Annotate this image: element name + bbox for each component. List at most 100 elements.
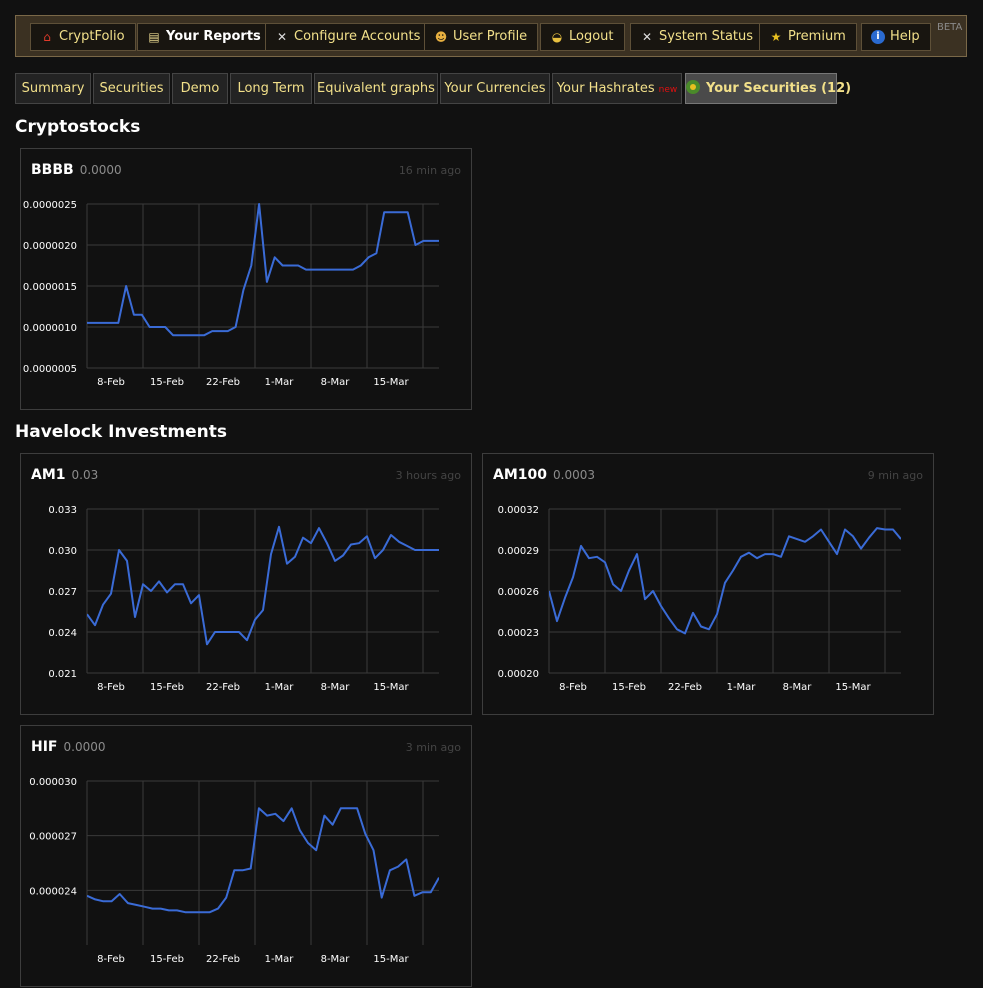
y-tick-label: 0.033 — [48, 505, 77, 516]
star-icon: ★ — [770, 30, 782, 44]
series-line — [87, 203, 439, 337]
last-updated: 3 min ago — [405, 741, 461, 754]
x-tick-label: 22-Feb — [206, 377, 240, 388]
security-name-label: HIF — [31, 739, 58, 755]
y-tick-label: 0.024 — [48, 628, 77, 639]
logout-icon: ◒ — [551, 30, 563, 44]
nav-configure-accounts-button[interactable]: ✕ Configure Accounts — [265, 23, 432, 51]
y-tick-label: 0.000027 — [29, 832, 77, 843]
info-icon: i — [871, 30, 885, 44]
nav-user-profile-label: User Profile — [453, 29, 528, 44]
nav-premium-button[interactable]: ★ Premium — [759, 23, 857, 51]
nav-configure-accounts-label: Configure Accounts — [294, 29, 421, 44]
y-tick-label: 0.00026 — [498, 587, 539, 598]
nav-system-status-label: System Status — [659, 29, 754, 44]
y-tick-label: 0.000024 — [29, 886, 77, 897]
x-tick-label: 8-Feb — [97, 954, 125, 965]
nav-system-status-button[interactable]: ✕ System Status — [630, 23, 765, 51]
tab-equivalent-graphs[interactable]: Equivalent graphs — [314, 73, 438, 104]
security-chart-panel: AM100 0.0003 9 min ago 0.00032 0.00029 0.00… — [482, 453, 934, 715]
x-tick-label: 1-Mar — [265, 954, 295, 965]
price-line-chart: 0.000030 0.000027 0.000024 8-Feb 15-Feb 22-Fe… — [29, 777, 439, 965]
x-tick-label: 8-Feb — [559, 682, 587, 693]
new-badge: new — [658, 85, 678, 95]
x-tick-label: 22-Feb — [668, 682, 702, 693]
x-tick-label: 8-Mar — [321, 682, 351, 693]
price-line-chart: 0.0000025 0.0000020 0.0000015 0.0000010 0.00… — [23, 200, 439, 388]
series-line — [549, 527, 901, 635]
security-price: 0.03 — [71, 468, 99, 482]
house-icon: ⌂ — [43, 30, 51, 44]
security-chart-panel: HIF 0.0000 3 min ago 0.000030 0.000027 0.00… — [20, 725, 472, 987]
x-tick-label: 8-Mar — [321, 377, 351, 388]
security-name-label: AM1 — [31, 467, 66, 483]
security-name: AM100 0.0003 — [493, 467, 595, 483]
x-tick-label: 15-Mar — [373, 954, 409, 965]
last-updated: 3 hours ago — [395, 469, 461, 482]
y-tick-label: 0.0000010 — [23, 323, 77, 334]
x-tick-label: 15-Feb — [150, 682, 184, 693]
tab-your-currencies[interactable]: Your Currencies — [440, 73, 550, 104]
tab-your-hashrates[interactable]: Your Hashrates new — [552, 73, 682, 104]
securities-icon — [686, 80, 700, 94]
y-tick-label: 0.000030 — [29, 777, 77, 788]
security-chart-panel: BBBB 0.0000 16 min ago 0.0000025 0.0000020… — [20, 148, 472, 410]
tab-securities[interactable]: Securities — [93, 73, 170, 104]
section-title-cryptostocks: Cryptostocks — [15, 117, 141, 137]
price-line-chart: 0.00032 0.00029 0.00026 0.00023 0.00020 8-Feb… — [498, 505, 901, 693]
security-price: 0.0000 — [79, 163, 122, 177]
x-tick-label: 22-Feb — [206, 954, 240, 965]
nav-cryptfolio-label: CryptFolio — [59, 29, 125, 44]
security-name-label: BBBB — [31, 162, 74, 178]
x-tick-label: 1-Mar — [265, 377, 295, 388]
x-tick-label: 8-Mar — [321, 954, 351, 965]
tab-your-securities-label: Your Securities (12) — [706, 81, 852, 96]
tools-icon: ✕ — [276, 30, 288, 44]
x-tick-label: 22-Feb — [206, 682, 240, 693]
nav-user-profile-button[interactable]: ☻ User Profile — [424, 23, 539, 51]
y-tick-label: 0.021 — [48, 669, 77, 680]
x-tick-label: 15-Feb — [612, 682, 646, 693]
security-chart-panel: AM1 0.03 3 hours ago 0.033 0.030 0.027 0.024… — [20, 453, 472, 715]
x-tick-label: 15-Feb — [150, 954, 184, 965]
x-tick-label: 1-Mar — [727, 682, 757, 693]
x-tick-label: 15-Mar — [373, 377, 409, 388]
tab-your-securities[interactable]: Your Securities (12) — [685, 73, 851, 104]
security-name: BBBB 0.0000 — [31, 162, 122, 178]
series-line — [87, 525, 439, 646]
tab-your-hashrates-label: Your Hashrates — [556, 81, 655, 96]
nav-logout-label: Logout — [569, 29, 614, 44]
last-updated: 9 min ago — [867, 469, 923, 482]
y-tick-label: 0.030 — [48, 546, 77, 557]
tab-long-term[interactable]: Long Term — [230, 73, 312, 104]
y-tick-label: 0.0000005 — [23, 364, 77, 375]
y-tick-label: 0.027 — [48, 587, 77, 598]
y-tick-label: 0.0000015 — [23, 282, 77, 293]
tab-summary[interactable]: Summary — [15, 73, 91, 104]
security-price: 0.0000 — [63, 740, 106, 754]
nav-your-reports-button[interactable]: ▤ Your Reports — [137, 23, 272, 51]
x-tick-label: 15-Mar — [835, 682, 871, 693]
series-line — [87, 807, 439, 914]
nav-help-label: Help — [890, 29, 920, 44]
y-tick-label: 0.00023 — [498, 628, 539, 639]
x-tick-label: 15-Feb — [150, 377, 184, 388]
security-name: HIF 0.0000 — [31, 739, 106, 755]
security-price: 0.0003 — [553, 468, 595, 482]
security-name: AM1 0.03 — [31, 467, 98, 483]
nav-your-reports-label: Your Reports — [166, 29, 261, 44]
price-line-chart: 0.033 0.030 0.027 0.024 0.021 8-Feb 15-Feb 22-F… — [48, 505, 439, 693]
users-icon: ☻ — [434, 30, 448, 44]
nav-logout-button[interactable]: ◒ Logout — [540, 23, 625, 51]
section-title-havelock-investments: Havelock Investments — [15, 422, 227, 442]
beta-badge: BETA — [937, 22, 963, 33]
tab-demo[interactable]: Demo — [172, 73, 228, 104]
x-tick-label: 8-Mar — [783, 682, 813, 693]
x-tick-label: 8-Feb — [97, 682, 125, 693]
y-tick-label: 0.00032 — [498, 505, 539, 516]
nav-cryptfolio-button[interactable]: ⌂ CryptFolio — [30, 23, 136, 51]
top-navigation-bar: ⌂ CryptFolio ▤ Your Reports ✕ Configure Acc… — [15, 15, 967, 57]
y-tick-label: 0.00029 — [498, 546, 539, 557]
nav-help-button[interactable]: i Help — [861, 23, 931, 51]
security-name-label: AM100 — [493, 467, 547, 483]
